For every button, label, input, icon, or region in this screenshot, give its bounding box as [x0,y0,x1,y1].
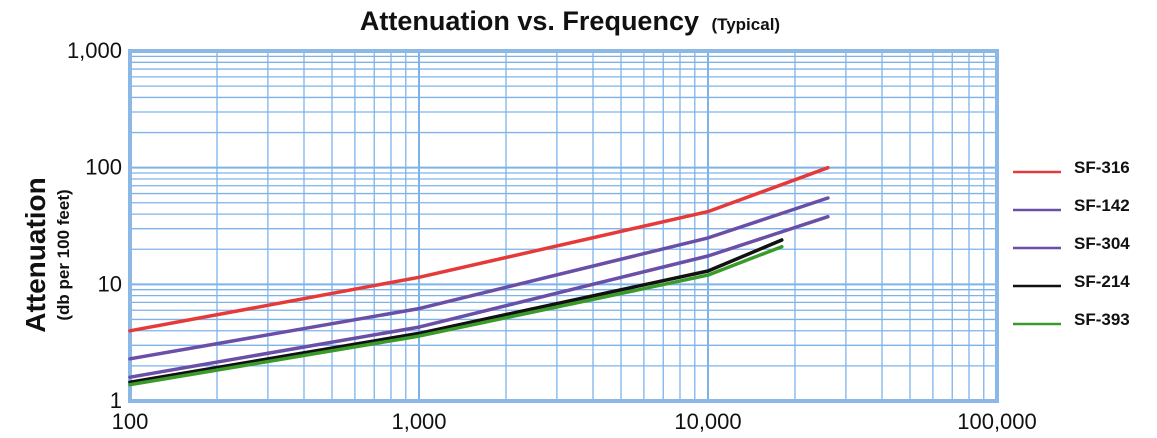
grid [130,51,997,401]
y-axis-ticks: 1 10 100 1,000 [67,38,122,413]
legend-item-sf-304: SF-304 [1013,234,1130,253]
y-axis-label: Attenuation (db per 100 feet) [20,177,73,333]
series-lines [128,165,830,387]
legend-label: SF-142 [1074,196,1130,215]
legend-label: SF-214 [1074,272,1130,291]
x-tick-label: 100,000 [957,409,1037,434]
x-tick-label: 10,000 [674,409,741,434]
y-tick-label: 1 [110,388,122,413]
legend-item-sf-142: SF-142 [1013,196,1130,215]
x-tick-label: 100 [112,409,149,434]
y-tick-label: 10 [98,271,122,296]
x-tick-label: 1,000 [391,409,446,434]
series-line-sf-316 [128,165,830,333]
series-line-sf-393 [128,244,784,387]
x-axis-ticks: 100 1,000 10,000 100,000 [112,409,1037,434]
legend-item-sf-316: SF-316 [1013,158,1130,177]
legend-label: SF-316 [1074,158,1130,177]
y-tick-label: 100 [85,155,122,180]
legend-label: SF-304 [1074,234,1130,253]
y-axis-title: Attenuation [20,177,51,333]
y-axis-subtitle: (db per 100 feet) [54,189,73,320]
legend-label: SF-393 [1074,310,1130,329]
legend-item-sf-214: SF-214 [1013,272,1130,291]
series-line-sf-214 [128,238,784,384]
series-line-sf-142 [128,196,830,361]
legend-item-sf-393: SF-393 [1013,310,1130,329]
plot-frame [128,49,999,403]
y-tick-label: 1,000 [67,38,122,63]
chart-title: Attenuation vs. Frequency (Typical) [360,6,780,36]
legend: SF-316 SF-142 SF-304 SF-214 SF-393 [1013,158,1130,329]
series-line-sf-304 [128,214,830,379]
